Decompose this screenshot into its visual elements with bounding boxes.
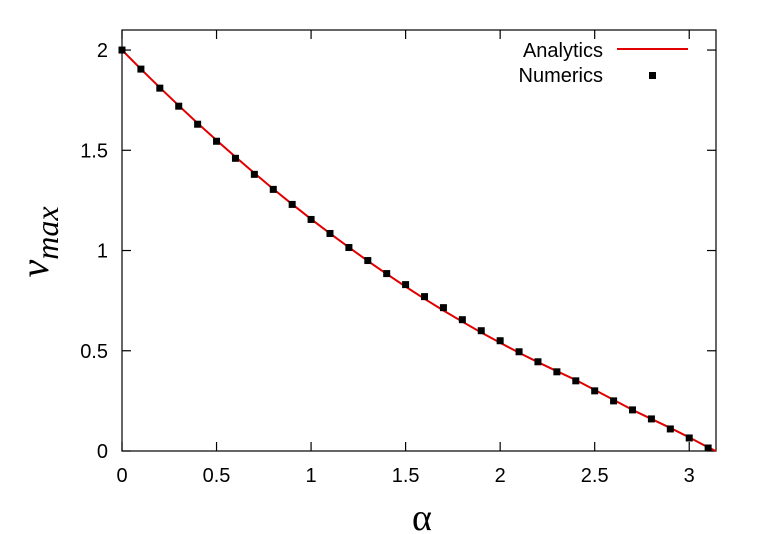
data-point-numerics bbox=[137, 65, 145, 73]
x-tick-label: 0 bbox=[116, 465, 127, 487]
y-tick-label: 1.5 bbox=[80, 140, 108, 162]
data-point-numerics bbox=[515, 348, 523, 356]
data-point-numerics bbox=[458, 316, 466, 324]
y-axis-title-main: v bbox=[12, 260, 57, 278]
data-point-numerics bbox=[685, 434, 693, 442]
y-tick-label: 1 bbox=[97, 241, 108, 263]
data-point-numerics bbox=[572, 377, 580, 385]
data-point-numerics bbox=[213, 137, 221, 145]
data-point-numerics bbox=[118, 46, 126, 54]
data-point-numerics bbox=[666, 425, 674, 433]
data-point-numerics bbox=[610, 397, 618, 405]
x-axis-title: α bbox=[412, 497, 432, 534]
x-tick-label: 2 bbox=[495, 465, 506, 487]
legend-marker-numerics bbox=[649, 72, 656, 79]
x-tick-label: 2.5 bbox=[581, 465, 609, 487]
data-point-numerics bbox=[307, 215, 315, 223]
x-tick-label: 0.5 bbox=[203, 465, 231, 487]
data-point-numerics bbox=[704, 444, 712, 452]
data-point-numerics bbox=[534, 358, 542, 366]
ticks bbox=[121, 30, 716, 452]
svg-text:vmax: vmax bbox=[12, 206, 65, 277]
legend-label-numerics: Numerics bbox=[519, 65, 603, 87]
y-tick-label: 2 bbox=[97, 40, 108, 62]
plot-area bbox=[121, 29, 717, 452]
data-point-numerics bbox=[288, 200, 296, 208]
series-layer bbox=[118, 46, 717, 452]
x-tick-label: 3 bbox=[684, 465, 695, 487]
data-point-numerics bbox=[629, 406, 637, 414]
x-tick-labels: 0 0.5 1 1.5 2 2.5 3 bbox=[116, 465, 694, 487]
y-axis-title-sub: max bbox=[29, 206, 65, 259]
data-point-numerics bbox=[156, 84, 164, 92]
y-tick-label: 0 bbox=[97, 441, 108, 463]
data-point-numerics bbox=[421, 293, 429, 301]
data-point-numerics bbox=[439, 304, 447, 312]
data-point-numerics bbox=[383, 270, 391, 278]
data-point-numerics bbox=[647, 415, 655, 423]
data-point-numerics bbox=[364, 257, 372, 265]
series-line-analytics bbox=[121, 49, 717, 452]
data-point-numerics bbox=[175, 102, 183, 110]
legend: Analytics Numerics bbox=[519, 40, 688, 87]
legend-label-analytics: Analytics bbox=[523, 40, 603, 62]
x-tick-label: 1 bbox=[306, 465, 317, 487]
data-point-numerics bbox=[250, 170, 258, 178]
y-axis-title: vmax bbox=[12, 206, 65, 277]
data-point-numerics bbox=[477, 327, 485, 335]
x-tick-label: 1.5 bbox=[392, 465, 420, 487]
data-point-numerics bbox=[345, 244, 353, 252]
data-point-numerics bbox=[269, 185, 277, 193]
data-point-numerics bbox=[231, 154, 239, 162]
data-point-numerics bbox=[591, 387, 599, 395]
data-point-numerics bbox=[553, 368, 561, 376]
y-tick-label: 0.5 bbox=[80, 341, 108, 363]
data-point-numerics bbox=[496, 337, 504, 345]
y-tick-labels: 0 0.5 1 1.5 2 bbox=[80, 40, 108, 463]
data-point-numerics bbox=[402, 281, 410, 289]
data-point-numerics bbox=[326, 229, 334, 237]
data-point-numerics bbox=[194, 120, 202, 128]
